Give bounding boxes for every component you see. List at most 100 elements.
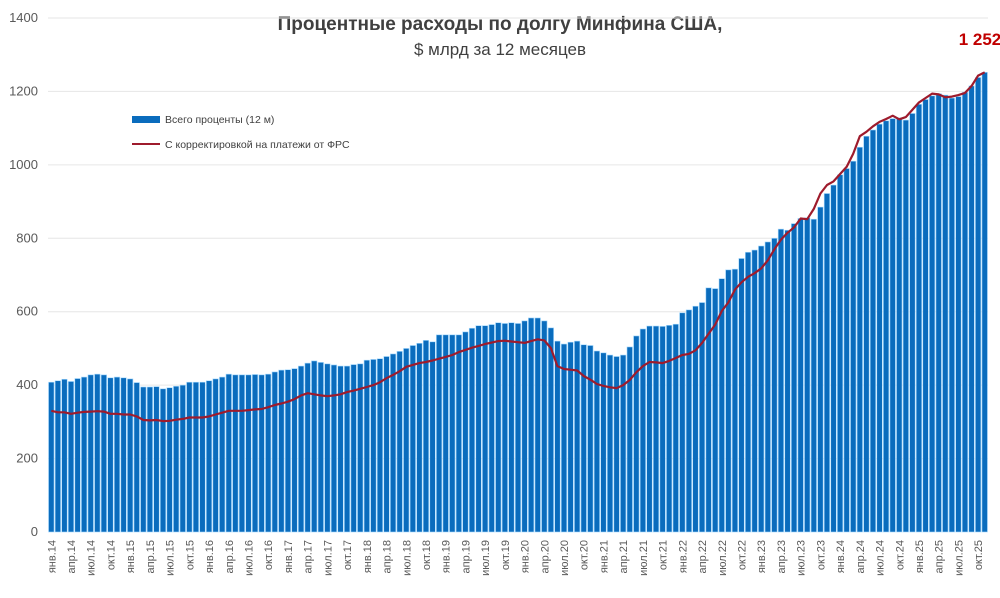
- bar: [685, 309, 692, 533]
- x-tick-label: апр.16: [224, 540, 236, 573]
- bar: [501, 323, 508, 533]
- bar: [232, 374, 239, 533]
- x-tick-label: июл.20: [559, 540, 571, 576]
- bar: [482, 325, 489, 533]
- bar: [107, 377, 114, 533]
- bar: [909, 113, 916, 533]
- bar: [574, 340, 581, 533]
- y-tick-label: 0: [31, 524, 38, 539]
- x-tick-label: апр.25: [934, 540, 946, 573]
- x-tick-label: апр.22: [697, 540, 709, 573]
- bar: [830, 184, 837, 533]
- legend: Всего проценты (12 м) С корректировкой н…: [132, 114, 350, 151]
- x-tick-label: июл.25: [953, 540, 965, 576]
- bar: [48, 381, 55, 533]
- bar: [488, 324, 495, 533]
- bar: [258, 374, 265, 533]
- bar: [698, 302, 706, 533]
- bar: [593, 350, 600, 533]
- bar: [758, 245, 765, 533]
- bar: [784, 229, 791, 533]
- bar: [514, 323, 522, 533]
- bar: [692, 305, 699, 533]
- bar: [797, 218, 804, 533]
- bar: [186, 381, 193, 533]
- chart-subtitle: $ млрд за 12 месяцев: [414, 40, 586, 59]
- x-tick-label: янв.24: [835, 540, 847, 573]
- x-tick-label: янв.18: [362, 540, 374, 573]
- bar: [271, 371, 278, 533]
- x-tick-label: июл.24: [875, 540, 887, 576]
- bar: [252, 374, 259, 533]
- bar: [245, 374, 252, 533]
- bar: [869, 129, 877, 533]
- bar: [120, 377, 127, 533]
- x-tick-label: апр.19: [460, 540, 472, 573]
- bar: [745, 251, 752, 533]
- bar: [902, 119, 909, 533]
- bar: [534, 317, 541, 533]
- bar: [560, 343, 568, 533]
- bar: [613, 356, 620, 533]
- x-tick-label: апр.20: [539, 540, 551, 573]
- bar: [422, 340, 430, 533]
- bar: [600, 352, 607, 533]
- bar: [810, 218, 817, 533]
- x-tick-label: янв.20: [520, 540, 532, 573]
- bar: [436, 334, 443, 533]
- bar: [541, 320, 548, 533]
- bar: [265, 373, 272, 533]
- bar: [567, 341, 574, 533]
- bar: [225, 373, 232, 533]
- legend-swatch-bars: [132, 116, 160, 123]
- bar: [508, 322, 515, 533]
- end-value-label: 1 252: [959, 30, 1000, 49]
- x-tick-label: июл.19: [480, 540, 492, 576]
- bar: [495, 322, 502, 533]
- bar: [981, 72, 988, 533]
- bar: [639, 328, 646, 533]
- bar: [127, 378, 134, 533]
- bar: [935, 93, 942, 533]
- bar: [166, 387, 173, 533]
- bar: [955, 96, 962, 533]
- x-tick-label: окт.19: [500, 540, 512, 570]
- x-tick-label: янв.25: [914, 540, 926, 573]
- x-tick-label: июл.16: [243, 540, 255, 576]
- bar: [968, 85, 975, 533]
- bar: [528, 317, 535, 533]
- x-tick-label: янв.23: [756, 540, 768, 573]
- bar: [94, 373, 101, 533]
- x-tick-label: янв.14: [46, 540, 58, 573]
- bar: [416, 342, 423, 533]
- bar: [173, 385, 180, 533]
- x-tick-label: янв.15: [125, 540, 137, 573]
- bar: [475, 325, 482, 533]
- bar: [409, 345, 416, 533]
- bar: [363, 359, 370, 533]
- bar: [350, 364, 357, 533]
- bar: [915, 103, 923, 533]
- bar: [442, 334, 449, 533]
- x-tick-label: янв.21: [598, 540, 610, 573]
- bar: [67, 381, 75, 533]
- x-tick-label: окт.20: [579, 540, 591, 570]
- bar: [100, 374, 107, 533]
- bar: [823, 193, 831, 533]
- bar: [113, 376, 121, 533]
- bar: [337, 365, 344, 533]
- y-tick-label: 800: [16, 230, 38, 245]
- bar: [791, 223, 798, 533]
- x-tick-label: окт.25: [973, 540, 985, 570]
- bar: [396, 351, 403, 533]
- bar: [672, 323, 679, 533]
- bar: [659, 326, 666, 533]
- bar: [837, 174, 844, 533]
- x-tick-label: июл.17: [322, 540, 334, 576]
- x-tick-label: апр.14: [66, 540, 78, 573]
- x-tick-label: окт.16: [263, 540, 275, 570]
- y-tick-label: 1400: [9, 10, 38, 25]
- bar: [449, 334, 456, 533]
- y-tick-label: 600: [16, 304, 38, 319]
